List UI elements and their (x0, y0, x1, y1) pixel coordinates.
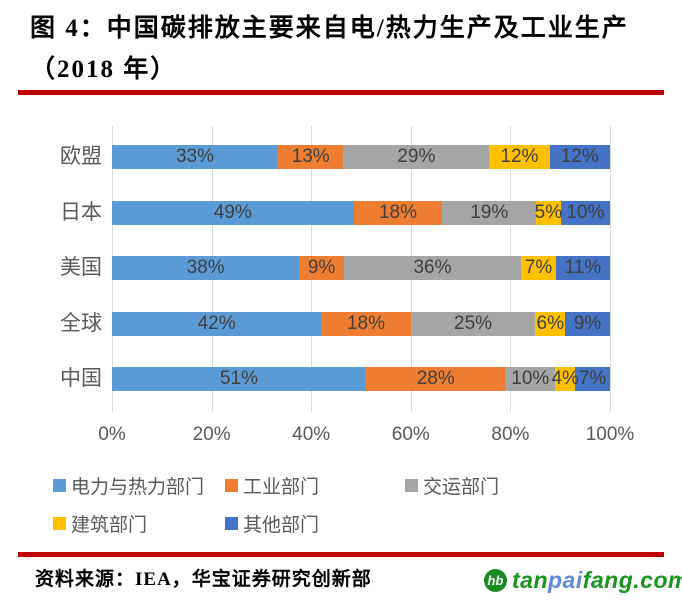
bar-row: 33% 13% 29% 12% 12% (112, 145, 610, 169)
bar-segment-label: 4% (551, 368, 579, 389)
bar-segment-label: 11% (564, 257, 602, 278)
bar-segment-label: 7% (524, 257, 553, 278)
bar-segment-label: 49% (213, 201, 252, 223)
figure-title: 图 4：中国碳排放主要来自电/热力生产及工业生产 （2018 年） (30, 8, 670, 90)
bar-segment: 9% (299, 256, 344, 280)
bar-segment-label: 7% (578, 368, 607, 389)
bar-segment: 7% (575, 367, 610, 391)
category-label: 中国 (60, 367, 102, 390)
legend-label: 工业部门 (243, 477, 320, 498)
bar-segment: 49% (112, 200, 354, 225)
category-label: 全球 (60, 311, 102, 335)
category-label: 欧盟 (60, 145, 102, 168)
chart-plot-area: 33% 13% 29% 12% 12% 49% 18% 19% 5% 10% 38% 9% 36% 7% 1… (112, 126, 611, 412)
tanpaifang-logo-text-part: tan (512, 567, 548, 593)
bar-segment-label: 9% (573, 312, 602, 334)
x-axis-tick-label: 20% (192, 424, 231, 445)
bar-segment: 10% (505, 367, 556, 391)
legend-swatch (225, 517, 238, 530)
bar-segment-label: 6% (536, 312, 564, 334)
x-axis-tick-label: 40% (292, 424, 331, 445)
title-divider-rule (18, 90, 664, 95)
tanpaifang-logo-icon: hb (484, 569, 507, 592)
bar-segment: 51% (112, 367, 366, 391)
bar-segment-label: 28% (416, 368, 455, 389)
bar-segment: 28% (365, 367, 506, 391)
bar-row: 38% 9% 36% 7% 11% (112, 256, 610, 280)
bar-segment: 18% (321, 311, 411, 336)
tanpaifang-logo-text: tanpaifang.com (512, 567, 682, 594)
bar-segment-label: 12% (560, 146, 599, 167)
bar-segment-label: 13% (291, 146, 330, 167)
legend-item: 交运部门 (405, 472, 615, 499)
bar-segment: 18% (353, 200, 443, 225)
bar-segment-label: 36% (413, 257, 452, 278)
bar-segment-label: 51% (219, 368, 258, 389)
source-note: 资料来源：IEA，华宝证券研究创新部 (35, 569, 372, 590)
legend-swatch (53, 479, 66, 492)
legend-item: 建筑部门 (53, 510, 225, 537)
legend-label: 电力与热力部门 (71, 477, 205, 498)
bar-segment: 4% (551, 367, 579, 391)
bar-segment: 12% (549, 145, 610, 169)
bar-segment-label: 10% (511, 368, 550, 389)
gridline (610, 126, 611, 412)
bar-segment: 29% (343, 145, 490, 169)
bar-segment: 6% (535, 311, 566, 336)
bar-row: 42% 18% 25% 6% 9% (112, 311, 610, 336)
bar-segment-label: 42% (197, 312, 236, 334)
legend-label: 交运部门 (423, 477, 500, 498)
bar-segment-label: 33% (175, 146, 215, 167)
bar-segment-label: 12% (500, 146, 539, 167)
bar-segment: 42% (112, 311, 322, 336)
bar-segment: 7% (521, 256, 556, 280)
bar-segment: 33% (112, 145, 278, 169)
tanpaifang-watermark: hb tanpaifang.com (484, 567, 682, 594)
bar-segment: 36% (343, 256, 522, 280)
x-axis-tick-label: 80% (491, 424, 530, 445)
bar-segment: 9% (565, 311, 610, 336)
legend-swatch (225, 479, 238, 492)
bar-segment-label: 18% (378, 201, 417, 223)
bar-segment-label: 25% (454, 312, 493, 334)
x-axis-tick-label: 60% (391, 424, 430, 445)
bar-segment-label: 9% (307, 257, 336, 278)
bar-segment: 5% (534, 200, 563, 225)
tanpaifang-logo-text-part: fang.com (582, 567, 682, 593)
figure-title-line1: 图 4：中国碳排放主要来自电/热力生产及工业生产 (30, 15, 629, 42)
category-label: 美国 (60, 256, 102, 279)
bar-row: 49% 18% 19% 5% 10% (112, 200, 611, 225)
legend-label: 其他部门 (243, 515, 320, 536)
bar-segment-label: 18% (346, 312, 385, 334)
bar-segment: 13% (278, 145, 344, 169)
tanpaifang-logo-text-part: pai (548, 567, 583, 593)
bar-segment-label: 5% (534, 201, 563, 223)
bar-segment-label: 19% (470, 201, 509, 223)
legend-item: 其他部门 (225, 510, 405, 537)
bar-row: 51% 28% 10% 4% 7% (112, 367, 610, 391)
bar-segment: 11% (555, 256, 610, 280)
bar-segment-label: 29% (397, 146, 436, 167)
footer-divider-rule (18, 552, 664, 557)
legend-item: 工业部门 (225, 472, 405, 499)
legend-swatch (53, 517, 66, 530)
category-label: 日本 (60, 200, 102, 224)
x-axis-tick-label: 100% (585, 424, 635, 445)
bar-segment: 25% (410, 311, 536, 336)
bar-segment: 12% (489, 145, 550, 169)
bar-segment: 38% (112, 256, 300, 280)
figure-title-line2: （2018 年） (30, 56, 178, 83)
bar-segment-label: 38% (186, 257, 225, 278)
x-axis-tick-label: 0% (98, 424, 126, 445)
legend-label: 建筑部门 (71, 515, 148, 536)
legend-item: 电力与热力部门 (53, 472, 225, 499)
chart-legend: 电力与热力部门 工业部门 交运部门建筑部门 其他部门 (53, 472, 615, 537)
bar-segment: 19% (442, 200, 537, 225)
legend-swatch (405, 479, 418, 492)
bar-segment-label: 10% (566, 201, 605, 223)
bar-segment: 10% (560, 200, 611, 225)
